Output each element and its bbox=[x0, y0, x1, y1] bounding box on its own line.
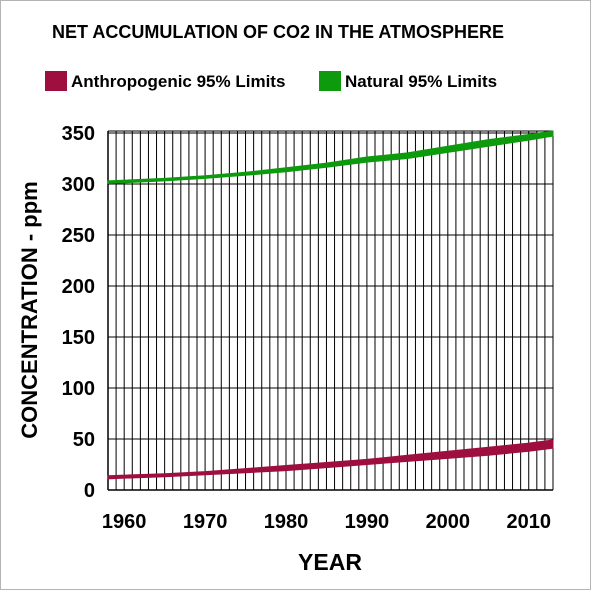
y-tick-label: 250 bbox=[62, 225, 95, 247]
y-tick-label: 100 bbox=[62, 378, 95, 400]
y-tick-label: 200 bbox=[62, 276, 95, 298]
legend-label-anthropogenic: Anthropogenic 95% Limits bbox=[71, 72, 286, 91]
series-band-natural bbox=[107, 130, 554, 185]
y-tick-label: 350 bbox=[62, 123, 95, 145]
x-tick-label: 1990 bbox=[345, 511, 390, 533]
x-tick-label: 2000 bbox=[426, 511, 471, 533]
x-tick-label: 1980 bbox=[264, 511, 309, 533]
chart-title: NET ACCUMULATION OF CO2 IN THE ATMOSPHER… bbox=[52, 22, 504, 42]
legend-swatch-anthropogenic bbox=[45, 71, 67, 91]
legend-label-natural: Natural 95% Limits bbox=[345, 72, 498, 91]
x-tick-label: 2010 bbox=[506, 511, 551, 533]
x-axis-title: YEAR bbox=[298, 549, 362, 575]
legend-swatch-natural bbox=[319, 71, 341, 91]
y-tick-label: 300 bbox=[62, 174, 95, 196]
x-tick-label: 1960 bbox=[102, 511, 147, 533]
series-band-anthropogenic bbox=[107, 439, 554, 480]
y-tick-label: 0 bbox=[84, 480, 95, 502]
y-tick-label: 150 bbox=[62, 327, 95, 349]
x-tick-label: 1970 bbox=[183, 511, 228, 533]
y-tick-label: 50 bbox=[73, 429, 95, 451]
y-axis-title: CONCENTRATION - ppm bbox=[17, 181, 42, 438]
